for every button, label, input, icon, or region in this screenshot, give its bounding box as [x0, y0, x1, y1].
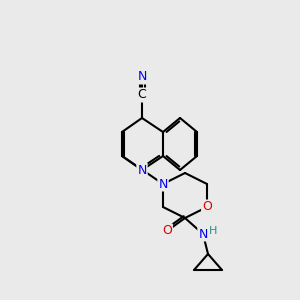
Text: N: N: [137, 164, 147, 176]
Text: N: N: [198, 227, 208, 241]
Text: O: O: [202, 200, 212, 214]
Text: N: N: [137, 70, 147, 83]
Text: C: C: [138, 88, 146, 101]
Text: H: H: [209, 226, 217, 236]
Text: N: N: [158, 178, 168, 190]
Text: O: O: [162, 224, 172, 238]
